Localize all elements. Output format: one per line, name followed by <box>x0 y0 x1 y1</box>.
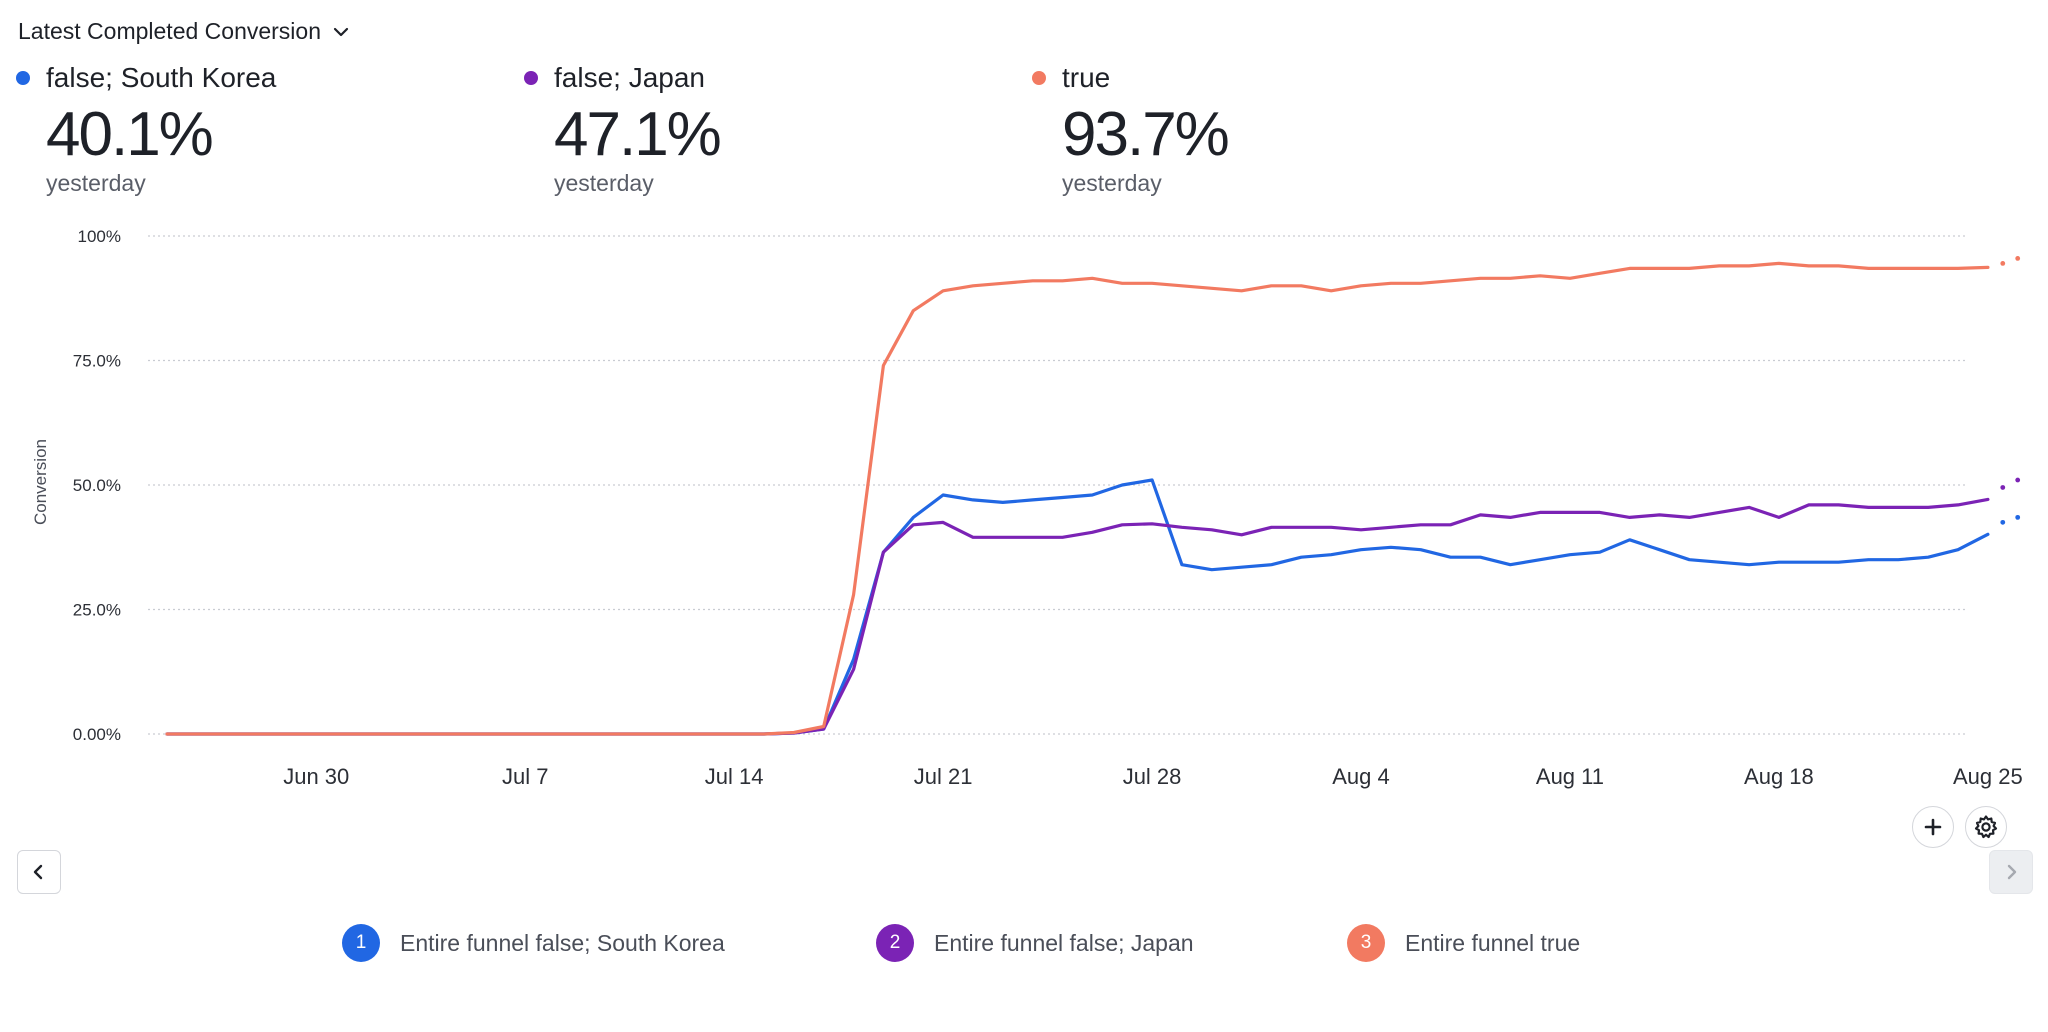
forecast-point <box>2015 514 2021 520</box>
forecast-point <box>2000 485 2006 490</box>
settings-button[interactable] <box>1965 806 2007 848</box>
chevron-right-icon <box>2007 864 2017 880</box>
y-axis-label: Conversion <box>31 439 50 525</box>
plus-icon <box>1924 818 1942 836</box>
x-tick-label: Jul 21 <box>914 764 973 789</box>
series-value: 93.7% <box>1062 100 1230 169</box>
x-tick-label: Jun 30 <box>283 764 349 789</box>
x-tick-label: Jul 14 <box>705 764 764 789</box>
y-tick-label: 25.0% <box>73 601 121 620</box>
legend-item-south-korea[interactable]: 1 Entire funnel false; South Korea <box>342 924 725 962</box>
forecast-point <box>2000 260 2006 266</box>
conversion-line-chart: 100% 75.0% 50.0% 25.0% 0.00% Jun 30 Jul 7 Jul … <box>31 227 2023 789</box>
series-line-3 <box>165 261 1990 736</box>
y-tick-label: 75.0% <box>73 352 121 371</box>
chevron-down-icon <box>333 27 349 36</box>
series-period: yesterday <box>1062 170 1162 196</box>
series-name: true <box>1062 62 1111 93</box>
x-tick-label: Aug 25 <box>1953 764 2023 789</box>
forecast-point <box>2015 256 2021 261</box>
summary-south-korea: false; South Korea 40.1% yesterday <box>16 62 276 197</box>
summary-true: true 93.7% yesterday <box>1032 62 1230 197</box>
series-color-dot <box>1032 71 1046 85</box>
x-tick-label: Jul 28 <box>1123 764 1182 789</box>
gear-icon <box>1974 815 1998 839</box>
forecast-point <box>2000 519 2006 525</box>
add-button[interactable] <box>1912 806 1954 848</box>
legend-item-japan[interactable]: 2 Entire funnel false; Japan <box>876 924 1194 962</box>
series-value: 40.1% <box>46 100 214 169</box>
series-line-2 <box>165 497 1990 736</box>
forecast-point <box>2015 477 2021 483</box>
previous-page-button[interactable] <box>17 850 61 894</box>
metric-selector[interactable]: Latest Completed Conversion <box>18 18 351 45</box>
x-tick-label: Aug 18 <box>1744 764 1814 789</box>
legend-badge: 2 <box>876 924 914 962</box>
y-tick-label: 100% <box>78 227 121 246</box>
series-color-dot <box>524 71 538 85</box>
series-color-dot <box>16 71 30 85</box>
series-name: false; South Korea <box>46 62 277 93</box>
y-tick-label: 50.0% <box>73 476 121 495</box>
legend-label: Entire funnel false; South Korea <box>400 929 725 956</box>
legend-label: Entire funnel false; Japan <box>934 929 1194 956</box>
legend-badge: 3 <box>1347 924 1385 962</box>
x-tick-label: Aug 11 <box>1536 764 1604 789</box>
chevron-left-icon <box>33 864 43 880</box>
series-value: 47.1% <box>554 100 722 169</box>
y-tick-label: 0.00% <box>73 725 121 744</box>
series-period: yesterday <box>46 170 146 196</box>
x-tick-label: Jul 7 <box>502 764 548 789</box>
summary-japan: false; Japan 47.1% yesterday <box>524 62 722 197</box>
legend-badge: 1 <box>342 924 380 962</box>
next-page-button[interactable] <box>1989 850 2033 894</box>
series-line-1 <box>165 478 1990 736</box>
series-period: yesterday <box>554 170 654 196</box>
series-name: false; Japan <box>554 62 705 93</box>
x-tick-label: Aug 4 <box>1332 764 1390 789</box>
legend-item-true[interactable]: 3 Entire funnel true <box>1347 924 1580 962</box>
legend-label: Entire funnel true <box>1405 929 1581 956</box>
metric-label: Latest Completed Conversion <box>18 18 321 44</box>
